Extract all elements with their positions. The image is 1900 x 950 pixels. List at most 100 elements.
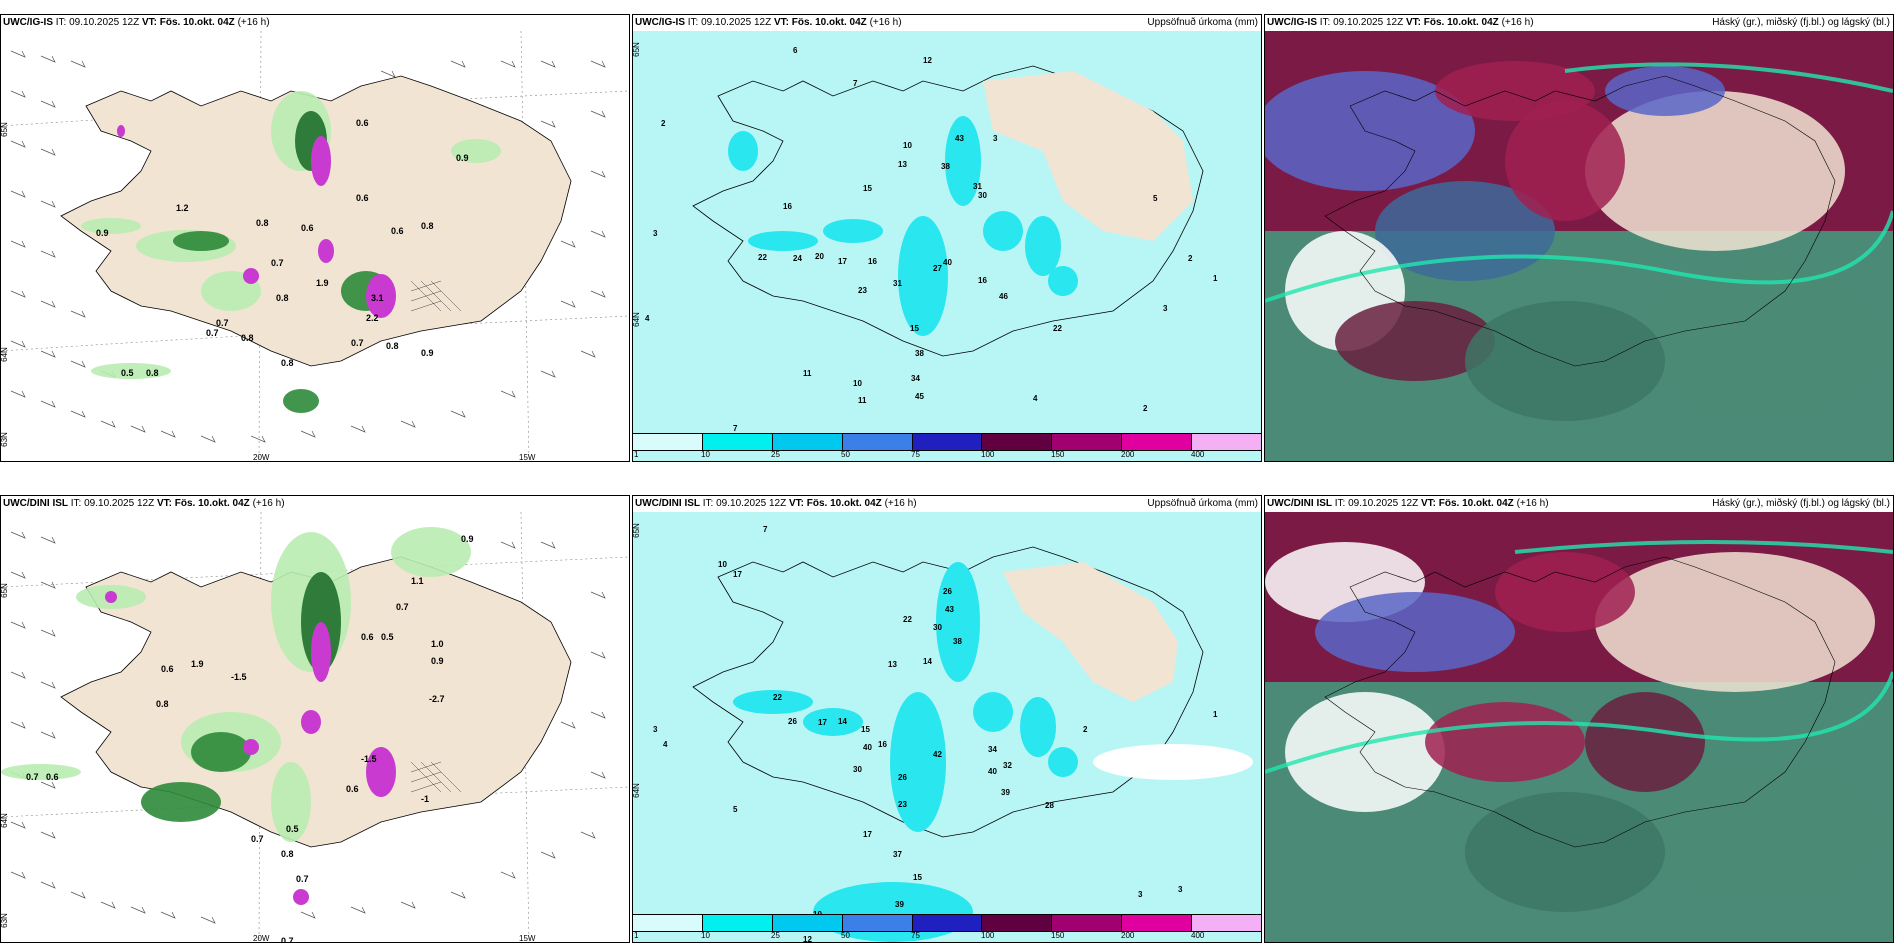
panel-field-title: Háský (gr.), miðský (fj.bl.) og lágský (… [1712, 17, 1890, 28]
lat-label: 63N [0, 432, 9, 447]
panel-field-title: Uppsöfnuð úrkoma (mm) [1147, 498, 1258, 509]
svg-text:16: 16 [978, 276, 987, 285]
lat-label: 65N [0, 122, 9, 137]
svg-text:38: 38 [953, 637, 962, 646]
svg-text:37: 37 [893, 850, 902, 859]
lead-time: (+16 h) [884, 498, 917, 509]
legend-swatch [982, 915, 1053, 931]
lead-time: (+16 h) [1516, 498, 1549, 509]
svg-text:30: 30 [933, 623, 942, 632]
svg-text:0.8: 0.8 [386, 341, 399, 351]
svg-text:13: 13 [898, 160, 907, 169]
svg-text:38: 38 [915, 349, 924, 358]
legend-tick: 10 [701, 931, 710, 940]
panel-top-right: UWC/IG-IS IT: 09.10.2025 12Z VT: Fös. 10… [1264, 14, 1894, 462]
it-label: IT: [1334, 498, 1346, 509]
accumulated-precip-map: 7 10 17 26 43 30 38 22 14 13 15 22 26 17 14 40 16 30… [633, 512, 1261, 942]
panel-bottom-right: UWC/DINI ISL IT: 09.10.2025 12Z VT: Fös.… [1264, 495, 1894, 943]
legend-tick: 400 [1191, 450, 1205, 459]
panel-bottom-left: UWC/DINI ISL IT: 09.10.2025 12Z VT: Fös.… [0, 495, 630, 943]
svg-text:16: 16 [878, 740, 887, 749]
legend-tick: 150 [1051, 450, 1065, 459]
svg-text:3: 3 [653, 229, 658, 238]
svg-text:15: 15 [861, 725, 870, 734]
legend-tick: 50 [841, 931, 850, 940]
legend-tick: 50 [841, 450, 850, 459]
it-label: IT: [55, 17, 67, 28]
svg-text:0.7: 0.7 [351, 338, 364, 348]
svg-text:46: 46 [999, 292, 1008, 301]
legend-swatch [1052, 434, 1123, 450]
it-label: IT: [1319, 17, 1331, 28]
it-value: 09.10.2025 12Z [69, 17, 140, 28]
accumulated-precip-map: 6 7 12 43 38 31 30 10 13 15 16 22 24 20 17 16 23 31 … [633, 31, 1261, 461]
svg-text:2: 2 [1143, 404, 1148, 413]
it-value: 09.10.2025 12Z [716, 498, 787, 509]
svg-text:17: 17 [733, 570, 742, 579]
panel-title: UWC/DINI ISL IT: 09.10.2025 12Z VT: Fös.… [3, 498, 285, 509]
svg-text:0.6: 0.6 [361, 632, 374, 642]
svg-text:17: 17 [838, 257, 847, 266]
svg-text:39: 39 [1001, 788, 1010, 797]
precip-magenta [117, 125, 396, 318]
wind-precip-map: 3.1 2.2 0.9 0.8 0.6 0.6 0.6 0.8 1.2 0.8 … [1, 31, 629, 461]
lead-time: (+16 h) [252, 498, 285, 509]
svg-text:38: 38 [941, 162, 950, 171]
legend-swatch [1192, 915, 1261, 931]
vt-value: Fös. 10.okt. 04Z [1438, 498, 1514, 509]
legend-swatch [772, 434, 843, 450]
svg-text:22: 22 [1053, 324, 1062, 333]
legend-swatch [912, 915, 983, 931]
vt-label: VT: [141, 17, 157, 28]
svg-text:10: 10 [903, 141, 912, 150]
svg-text:16: 16 [783, 202, 792, 211]
panel-top-middle: UWC/IG-IS IT: 09.10.2025 12Z VT: Fös. 10… [632, 14, 1262, 462]
panel-title: UWC/IG-IS IT: 09.10.2025 12Z VT: Fös. 10… [3, 17, 270, 28]
svg-text:0.6: 0.6 [346, 784, 359, 794]
svg-text:42: 42 [933, 750, 942, 759]
panel-bottom-middle: UWC/DINI ISL IT: 09.10.2025 12Z VT: Fös.… [632, 495, 1262, 943]
lat-label: 65N [632, 523, 641, 538]
svg-text:24: 24 [793, 254, 802, 263]
svg-text:40: 40 [988, 767, 997, 776]
svg-text:10: 10 [853, 379, 862, 388]
svg-text:12: 12 [923, 56, 932, 65]
svg-text:32: 32 [1003, 761, 1012, 770]
svg-text:-1: -1 [421, 794, 429, 804]
lat-label: 65N [632, 42, 641, 57]
svg-text:0.7: 0.7 [251, 834, 264, 844]
svg-text:3: 3 [993, 134, 998, 143]
legend-tick: 200 [1121, 931, 1135, 940]
svg-text:14: 14 [923, 657, 932, 666]
model-name: UWC/IG-IS [3, 17, 53, 28]
svg-text:4: 4 [1033, 394, 1038, 403]
svg-text:3: 3 [1178, 885, 1183, 894]
svg-text:0.7: 0.7 [296, 874, 309, 884]
legend-tick: 25 [771, 450, 780, 459]
lat-label: 64N [0, 347, 9, 362]
legend-tick: 75 [911, 931, 920, 940]
svg-text:0.7: 0.7 [396, 602, 409, 612]
svg-text:17: 17 [863, 830, 872, 839]
svg-text:15: 15 [913, 873, 922, 882]
svg-text:2.2: 2.2 [366, 313, 379, 323]
lead-time: (+16 h) [1501, 17, 1534, 28]
svg-text:0.8: 0.8 [281, 849, 294, 859]
value-labels: 3.1 2.2 0.9 0.8 0.6 0.6 0.6 0.8 1.2 0.8 … [96, 118, 469, 378]
svg-text:3: 3 [1163, 304, 1168, 313]
svg-text:4: 4 [663, 740, 668, 749]
svg-text:11: 11 [858, 396, 867, 405]
lon-label: 20W [253, 453, 270, 462]
svg-text:7: 7 [853, 79, 858, 88]
svg-text:34: 34 [988, 745, 997, 754]
svg-text:1.9: 1.9 [316, 278, 329, 288]
svg-text:0.6: 0.6 [301, 223, 314, 233]
svg-text:16: 16 [868, 257, 877, 266]
model-name: UWC/DINI ISL [3, 498, 68, 509]
lead-time: (+16 h) [869, 17, 902, 28]
svg-text:31: 31 [893, 279, 902, 288]
lon-label: 15W [519, 453, 536, 462]
precip-legend: 1 10 25 50 75 100 150 200 400 [633, 433, 1261, 461]
svg-text:40: 40 [863, 743, 872, 752]
model-name: UWC/IG-IS [635, 17, 685, 28]
